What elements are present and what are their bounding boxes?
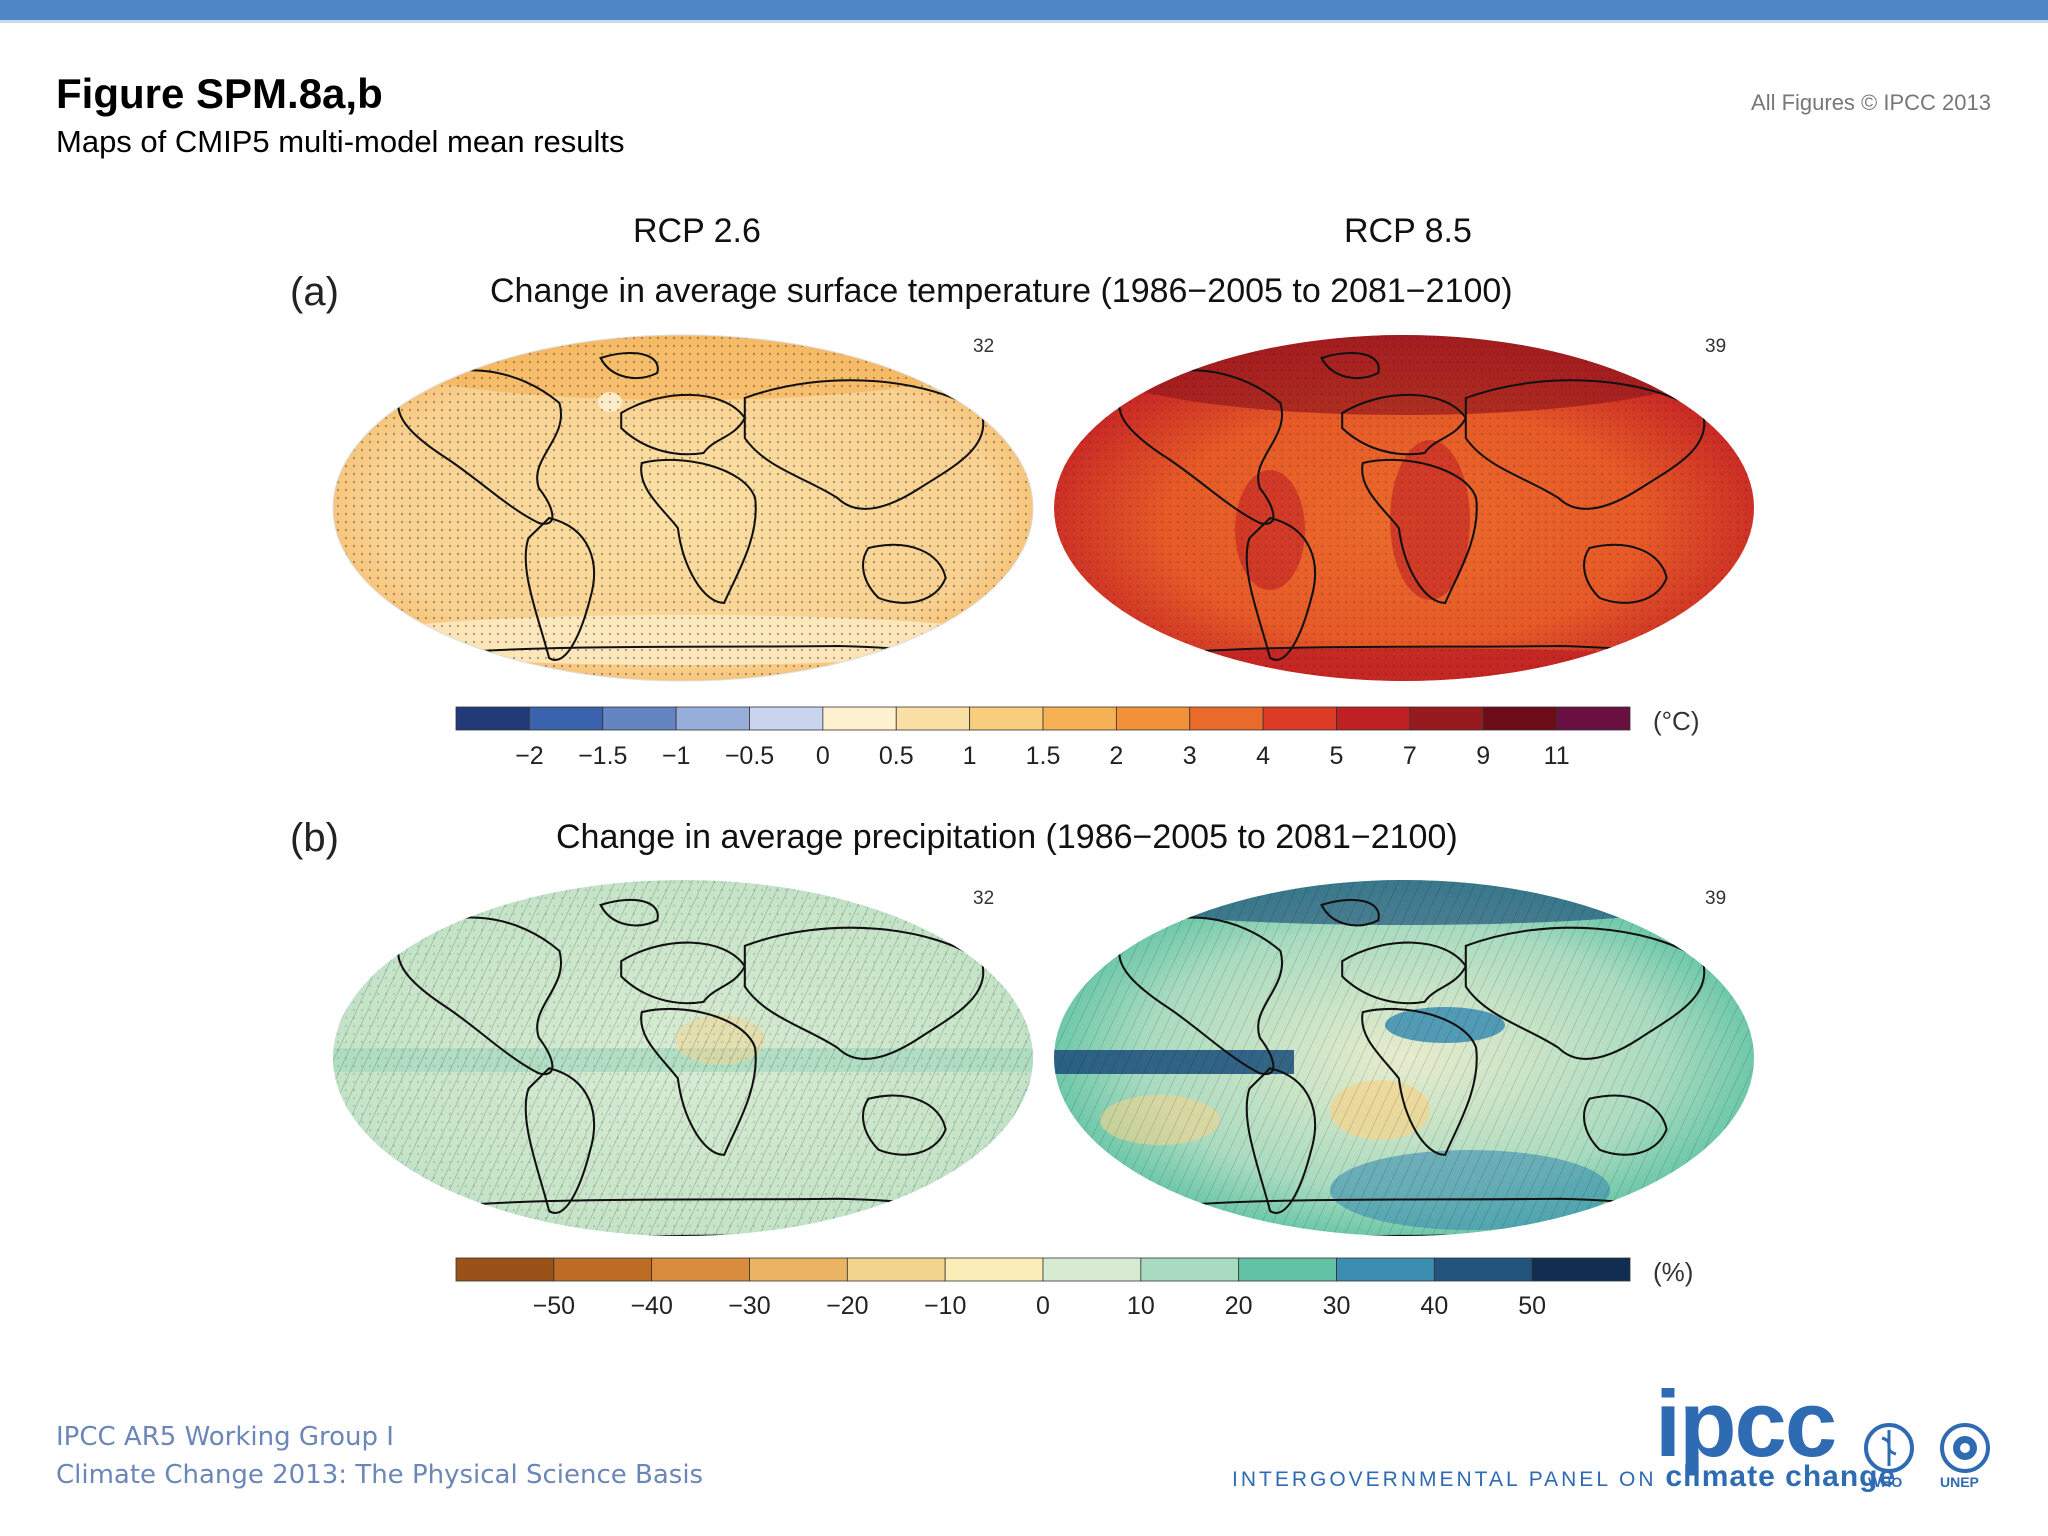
precipitation-colorbar-swatch (1531, 1257, 1631, 1282)
model-count-b-rcp26: 32 (973, 888, 995, 909)
model-count-a-rcp85: 39 (1705, 336, 1727, 357)
precipitation-colorbar-tick-label: 50 (1518, 1292, 1547, 1320)
model-count-a-rcp26: 32 (973, 336, 995, 357)
precipitation-colorbar-tick-label: −10 (923, 1292, 967, 1320)
colorbar-temperature (455, 706, 1631, 731)
map-panel-b-rcp85 (1054, 880, 1754, 1236)
temperature-colorbar-swatch (1262, 706, 1337, 731)
precipitation-colorbar-swatch (1238, 1257, 1337, 1282)
temperature-colorbar-tick-label: −1 (661, 742, 691, 770)
scenario-label-rcp85: RCP 8.5 (1344, 212, 1472, 250)
unep-label: UNEP (1940, 1474, 1979, 1490)
temperature-colorbar-tick-label: 11 (1543, 742, 1570, 770)
precipitation-colorbar-swatch (1433, 1257, 1533, 1282)
temperature-colorbar-tick-label: 5 (1329, 742, 1344, 770)
map-panel-a-rcp26 (332, 334, 1034, 682)
ipcc-tagline-small: INTERGOVERNMENTAL PANEL ON (1232, 1468, 1657, 1491)
temperature-colorbar-tick-label: 2 (1109, 742, 1124, 770)
map-panel-a-rcp85 (1054, 335, 1754, 681)
ipcc-tagline: INTERGOVERNMENTAL PANEL ON climate chang… (1232, 1460, 1896, 1494)
colorbar-temperature-unit: (°C) (1653, 706, 1700, 736)
temperature-colorbar-swatch (1189, 706, 1264, 731)
precipitation-colorbar-tick-label: −20 (826, 1292, 869, 1320)
unep-emblem-icon (1940, 1423, 1990, 1473)
temperature-colorbar-tick-label: 4 (1256, 742, 1271, 770)
temperature-colorbar-tick-label: 7 (1402, 742, 1417, 770)
temperature-colorbar-swatch (528, 706, 604, 731)
temperature-colorbar-tick-label: 1 (962, 742, 977, 770)
temperature-colorbar-swatch (1042, 706, 1117, 731)
panel-b-title: Change in average precipitation (1986−20… (556, 818, 1458, 856)
temperature-colorbar-tick-label: 3 (1182, 742, 1197, 770)
temperature-colorbar-tick-label: 9 (1476, 742, 1491, 770)
temperature-colorbar-swatch (822, 706, 897, 731)
top-header-bar (0, 0, 2048, 23)
ipcc-tagline-big: climate change (1665, 1460, 1897, 1493)
precipitation-colorbar-swatch (651, 1257, 750, 1282)
precipitation-colorbar-swatch (944, 1257, 1044, 1282)
precipitation-colorbar-swatch (455, 1257, 555, 1282)
temperature-colorbar-swatch (675, 706, 750, 731)
figure-subtitle: Maps of CMIP5 multi-model mean results (56, 124, 625, 159)
precipitation-colorbar-tick-label: −30 (728, 1292, 771, 1320)
temperature-colorbar-tick-label: 1.5 (1025, 742, 1061, 770)
who-label: WHO (1868, 1474, 1903, 1490)
temperature-colorbar-swatch (602, 706, 677, 731)
precipitation-colorbar-tick-label: −50 (532, 1292, 576, 1320)
precipitation-colorbar-swatch (1042, 1257, 1142, 1282)
colorbar-precipitation-unit: (%) (1653, 1257, 1694, 1287)
figure-title: Figure SPM.8a,b (56, 70, 383, 117)
temperature-colorbar-swatch (895, 706, 971, 731)
temperature-colorbar-tick-label: −1.5 (578, 742, 628, 770)
precipitation-colorbar-tick-label: 0 (1036, 1292, 1050, 1320)
colorbar-precipitation (455, 1257, 1631, 1282)
temperature-colorbar-tick-label: 0.5 (878, 742, 914, 770)
footer-line-2: Climate Change 2013: The Physical Scienc… (56, 1460, 704, 1490)
precipitation-colorbar-swatch (553, 1257, 653, 1282)
precipitation-colorbar-tick-label: −40 (630, 1292, 673, 1320)
panel-a-title: Change in average surface temperature (1… (490, 272, 1513, 310)
temperature-colorbar-swatch (1556, 706, 1631, 731)
temperature-colorbar-tick-label: 0 (815, 742, 830, 770)
temperature-colorbar-swatch (969, 706, 1044, 731)
precipitation-colorbar-tick-label: 20 (1224, 1292, 1253, 1320)
temperature-colorbar-swatch (1115, 706, 1191, 731)
precipitation-colorbar-swatch (846, 1257, 946, 1282)
precipitation-colorbar-tick-label: 10 (1126, 1292, 1155, 1320)
temperature-colorbar-swatch (455, 706, 530, 731)
precipitation-colorbar-tick-label: 40 (1420, 1292, 1449, 1320)
precipitation-colorbar-tick-label: 30 (1322, 1292, 1351, 1320)
precipitation-colorbar-swatch (749, 1257, 848, 1282)
footer-line-1: IPCC AR5 Working Group I (56, 1422, 394, 1452)
precipitation-colorbar-swatch (1140, 1257, 1240, 1282)
panel-b-label: (b) (290, 816, 339, 860)
precipitation-colorbar-swatch (1336, 1257, 1435, 1282)
ipcc-logo: ipcc (1655, 1371, 1837, 1476)
temperature-colorbar-swatch (1336, 706, 1411, 731)
temperature-colorbar-swatch (1482, 706, 1558, 731)
copyright-notice: All Figures © IPCC 2013 (1751, 90, 1991, 115)
temperature-colorbar-swatch (1409, 706, 1484, 731)
footer-source: IPCC AR5 Working Group I Climate Change … (56, 1418, 703, 1494)
temperature-colorbar-tick-label: −2 (515, 742, 544, 770)
map-panel-b-rcp26 (333, 880, 1033, 1236)
model-count-b-rcp85: 39 (1705, 888, 1727, 909)
temperature-colorbar-tick-label: −0.5 (724, 742, 775, 770)
panel-a-label: (a) (290, 270, 339, 314)
temperature-colorbar-swatch (749, 706, 824, 731)
who-emblem-icon (1864, 1423, 1914, 1473)
scenario-label-rcp26: RCP 2.6 (633, 212, 761, 250)
